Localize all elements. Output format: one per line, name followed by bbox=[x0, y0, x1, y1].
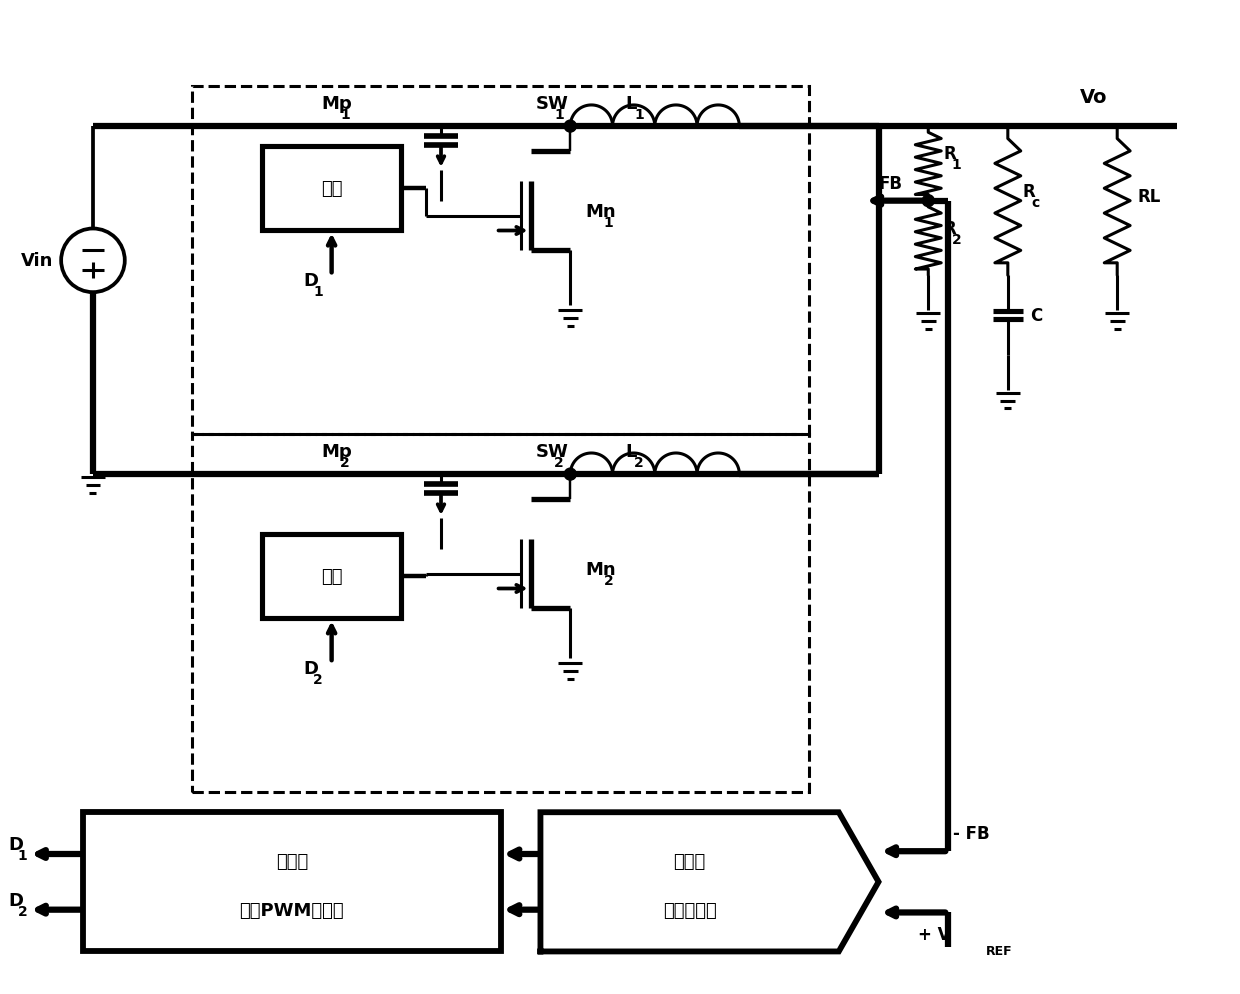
Text: 数字PWM转换器: 数字PWM转换器 bbox=[239, 901, 345, 918]
Text: 2: 2 bbox=[340, 455, 350, 470]
Text: 1: 1 bbox=[17, 848, 27, 862]
Text: 1: 1 bbox=[604, 216, 614, 230]
Text: 2: 2 bbox=[604, 573, 614, 586]
Text: c: c bbox=[1032, 196, 1039, 210]
Text: Mp: Mp bbox=[321, 442, 352, 461]
Text: Vo: Vo bbox=[1080, 88, 1107, 107]
Text: R: R bbox=[1023, 183, 1035, 201]
Text: Mn: Mn bbox=[585, 560, 616, 578]
Text: 高精度: 高精度 bbox=[673, 852, 706, 870]
Text: 1: 1 bbox=[554, 108, 564, 122]
Text: 驱动: 驱动 bbox=[321, 568, 342, 585]
Text: D: D bbox=[9, 835, 24, 853]
Text: SW: SW bbox=[536, 442, 568, 461]
Text: R: R bbox=[944, 145, 956, 163]
Bar bbox=[262, 534, 402, 618]
Text: 2: 2 bbox=[635, 455, 644, 470]
Text: FB: FB bbox=[878, 175, 903, 193]
Text: 2: 2 bbox=[17, 904, 27, 917]
Text: 1: 1 bbox=[635, 108, 644, 122]
Text: RL: RL bbox=[1137, 188, 1161, 206]
Bar bbox=[192, 87, 808, 435]
Text: R: R bbox=[944, 220, 956, 238]
Text: Mn: Mn bbox=[585, 203, 616, 221]
Text: D: D bbox=[304, 659, 319, 677]
Text: 1: 1 bbox=[312, 285, 322, 299]
Text: 2: 2 bbox=[952, 233, 961, 247]
Text: C: C bbox=[1029, 307, 1042, 325]
Text: D: D bbox=[304, 272, 319, 290]
Text: 1: 1 bbox=[340, 108, 350, 122]
Text: 2: 2 bbox=[554, 455, 564, 470]
Circle shape bbox=[564, 469, 577, 481]
Text: 1: 1 bbox=[952, 158, 961, 172]
Text: D: D bbox=[9, 891, 24, 909]
Text: 模数转换器: 模数转换器 bbox=[662, 901, 717, 918]
Text: L: L bbox=[625, 442, 636, 461]
Text: 2: 2 bbox=[312, 672, 322, 686]
Text: Vin: Vin bbox=[21, 252, 53, 270]
Text: REF: REF bbox=[986, 944, 1013, 957]
Text: + V: + V bbox=[919, 925, 951, 943]
Bar bbox=[83, 812, 501, 951]
Polygon shape bbox=[541, 812, 879, 951]
Text: SW: SW bbox=[536, 95, 568, 113]
Text: Mp: Mp bbox=[321, 95, 352, 113]
Text: 高精度: 高精度 bbox=[275, 852, 308, 870]
Text: L: L bbox=[625, 95, 636, 113]
Bar bbox=[262, 147, 402, 232]
Text: 驱动: 驱动 bbox=[321, 180, 342, 198]
Circle shape bbox=[564, 121, 577, 133]
Bar bbox=[192, 435, 808, 792]
Circle shape bbox=[923, 196, 934, 208]
Text: - FB: - FB bbox=[954, 824, 990, 843]
